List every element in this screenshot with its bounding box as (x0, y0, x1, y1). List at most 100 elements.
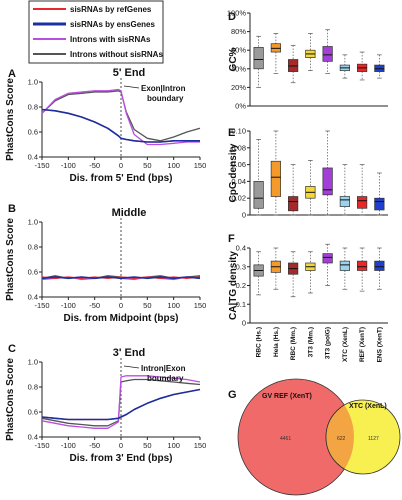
y-tick-label: 0.4 (236, 244, 246, 253)
venn-left-label: GV REF (XenT) (262, 393, 312, 400)
y-tick-label: 0 (242, 211, 246, 220)
category-label: Hela (Hs.) (273, 327, 280, 357)
legend-label-introns-with: Introns with sisRNAs (70, 35, 151, 44)
category-label: REF (XenT) (359, 327, 366, 362)
y-tick-label: 0.4 (28, 153, 38, 162)
x-axis-title: Dis. from 5' End (bps) (70, 173, 173, 184)
box-7 (357, 260, 368, 271)
box-3 (288, 196, 299, 212)
box-5 (322, 167, 333, 196)
x-tick-label: 100 (167, 161, 180, 170)
x-tick-label: 150 (194, 441, 207, 450)
x-tick-label: 100 (167, 441, 180, 450)
y-tick-label: 0.6 (28, 128, 38, 137)
category-label: RBC (Hs.) (256, 327, 263, 357)
y-tick-label: 60% (231, 46, 246, 55)
y-axis-title: PhastCons Score (5, 218, 16, 301)
box-1 (253, 181, 264, 209)
y-axis-title: PhastCons Score (5, 78, 16, 161)
x-tick-label: -150 (34, 301, 49, 310)
x-axis-title: Dis. from Midpoint (bps) (64, 313, 179, 324)
boundary-annotation-line2: boundary (147, 94, 184, 103)
box-chart-gc: 0% 20% 40% 60% 80% 100% GC% (227, 9, 388, 111)
y-tick-label: 1.0 (28, 78, 38, 87)
box-7 (357, 196, 368, 209)
legend-box (28, 0, 164, 64)
y-tick-label: 0.4 (28, 293, 38, 302)
category-label: RBC (Mm.) (290, 327, 297, 360)
venn-overlap-region (325, 399, 354, 475)
panel-letter-a: A (8, 68, 16, 80)
y-tick-label: 0.2 (236, 281, 246, 290)
y-tick-label: 100% (227, 9, 247, 18)
line-chart-middle: 0.4 0.6 0.8 1.0 -150 -100 -50 0 50 100 150 Middle Di… (5, 207, 206, 324)
panel-letter-f: F (228, 233, 235, 245)
x-tick-label: -100 (61, 301, 76, 310)
series-line-2 (41, 108, 200, 143)
y-tick-label: 0.8 (28, 383, 38, 392)
chart-title: 5' End (113, 67, 146, 79)
x-axis-title: Dis. from 3' End (bps) (70, 453, 173, 464)
legend-label-introns-without: Introns without sisRNAs (70, 50, 163, 59)
category-label: 3T3 (polG) (325, 327, 332, 359)
x-tick-label: 50 (143, 161, 151, 170)
x-tick-label: -100 (61, 441, 76, 450)
x-tick-label: 50 (143, 301, 151, 310)
x-tick-label: 0 (119, 161, 123, 170)
y-axis-title: PhastCons Score (5, 358, 16, 441)
y-tick-label: 1.0 (28, 358, 38, 367)
box-6 (339, 196, 350, 207)
y-tick-label: 0.10 (231, 127, 246, 136)
chart-title: 3' End (113, 347, 146, 359)
x-tick-label: 0 (119, 441, 123, 450)
y-tick-label: 20% (231, 83, 246, 92)
x-tick-label: -150 (34, 161, 49, 170)
y-tick-label: 0.1 (236, 300, 246, 309)
venn-right-label: XTC (XenL) (349, 403, 387, 410)
y-tick-label: 0.8 (28, 243, 38, 252)
box-8 (374, 260, 385, 271)
panel-letter-g: G (228, 389, 237, 401)
legend-label-ensgenes: sisRNAs by ensGenes (70, 20, 155, 29)
series-line-3 (41, 88, 200, 146)
y-tick-label: 40% (231, 64, 246, 73)
y-tick-label: 0.8 (28, 103, 38, 112)
series-line-2 (41, 276, 201, 280)
x-tick-label: 0 (119, 301, 123, 310)
y-tick-label: 0.02 (231, 194, 246, 203)
y-tick-label: 1.0 (28, 218, 38, 227)
legend-label-refgenes: sisRNAs by refGenes (70, 5, 152, 14)
category-label: XTC (XenL) (342, 327, 349, 362)
panel-letter-e: E (228, 127, 235, 139)
x-tick-label: -150 (34, 441, 49, 450)
y-axis-title: GC% (228, 47, 239, 71)
category-label: 3T3 (Mm.) (307, 327, 314, 357)
box-6 (339, 260, 350, 271)
y-tick-label: 0% (235, 102, 246, 111)
y-tick-label: 80% (231, 27, 246, 36)
venn-diagram: GV REF (XenT) XTC (XenL) 4461 622 1127 (237, 378, 401, 496)
box-chart-cpg: 0 0.02 0.04 0.06 0.08 0.10 CpG density (228, 127, 388, 220)
box-8 (374, 197, 385, 211)
series-line-2 (41, 388, 201, 421)
boundary-annotation-line1: Intron|Exon (141, 364, 186, 373)
y-tick-label: 0.04 (231, 177, 246, 186)
x-tick-label: -50 (89, 441, 100, 450)
chart-title: Middle (112, 207, 147, 219)
boundary-annotation-line2: boundary (147, 374, 184, 383)
x-tick-label: -100 (61, 161, 76, 170)
panel-letter-b: B (8, 203, 16, 215)
annotation-arrow (123, 365, 140, 369)
x-tick-label: 100 (167, 301, 180, 310)
box-chart-catg: 0 0.1 0.2 0.3 0.4CA|TG density RBC (Hs.) Hela … (228, 244, 388, 362)
line-chart-3-end: 0.4 0.6 0.8 1.0 -150 -100 -50 0 50 100 150 3' End Di… (5, 347, 206, 464)
x-tick-label: -50 (89, 301, 100, 310)
panel-letter-d: D (228, 11, 236, 23)
venn-left-only-count: 4461 (280, 436, 291, 442)
category-label: ENS (XenT) (376, 327, 383, 362)
x-tick-label: 50 (143, 441, 151, 450)
y-axis-title: CpG density (228, 143, 239, 202)
annotation-arrow (123, 85, 140, 89)
y-axis-title: CA|TG density (228, 251, 239, 320)
